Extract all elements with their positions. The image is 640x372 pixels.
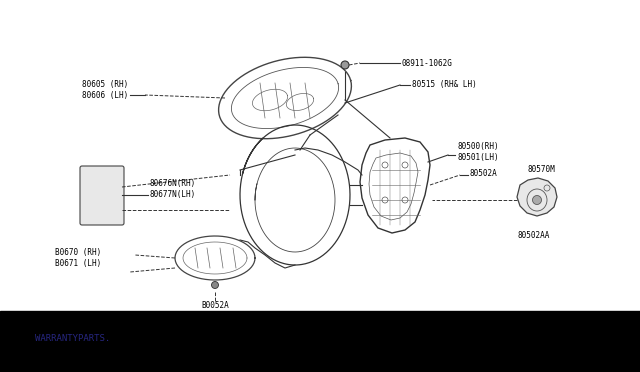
Text: 08911-1062G: 08911-1062G — [402, 58, 453, 67]
Text: 80570M: 80570M — [527, 166, 555, 174]
Text: WARRANTYPARTS.: WARRANTYPARTS. — [35, 334, 111, 343]
Text: 80605 (RH)
80606 (LH): 80605 (RH) 80606 (LH) — [82, 80, 128, 100]
Ellipse shape — [532, 196, 541, 205]
Text: 80676N(RH)
80677N(LH): 80676N(RH) 80677N(LH) — [150, 179, 196, 199]
Text: B0670 (RH)
B0671 (LH): B0670 (RH) B0671 (LH) — [55, 248, 101, 269]
Text: 80502AA: 80502AA — [517, 231, 549, 240]
Ellipse shape — [211, 282, 218, 289]
Polygon shape — [517, 178, 557, 216]
Bar — [0, 311, 640, 372]
Text: 80515 (RH& LH): 80515 (RH& LH) — [412, 80, 477, 90]
Ellipse shape — [341, 61, 349, 69]
Text: B0052A: B0052A — [201, 301, 229, 311]
FancyBboxPatch shape — [80, 166, 124, 225]
Text: 80502A: 80502A — [470, 169, 498, 177]
Text: 80500(RH)
80501(LH): 80500(RH) 80501(LH) — [457, 142, 499, 163]
Bar — [0, 0, 640, 311]
